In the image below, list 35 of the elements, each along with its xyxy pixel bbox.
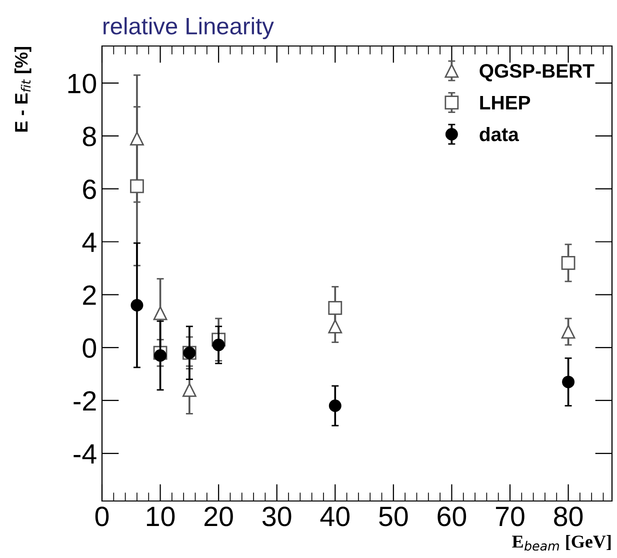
x-axis-title: E$_{beam}$ [GeV] <box>512 535 611 551</box>
x-tick-label: 50 <box>379 506 408 526</box>
point <box>328 300 342 315</box>
point <box>562 376 575 388</box>
point <box>130 298 144 312</box>
x-tick-label: 30 <box>262 506 292 526</box>
y-tick-label: 2 <box>83 285 96 305</box>
y-tick-label: -2 <box>74 391 96 411</box>
point <box>561 256 576 270</box>
legend-label: data <box>480 126 520 142</box>
y-tick-label: -4 <box>74 444 96 464</box>
point <box>154 349 167 362</box>
point <box>153 306 168 320</box>
y-tick-label: 10 <box>68 74 96 94</box>
y-tick-label: 6 <box>83 180 96 200</box>
x-tick-label: 60 <box>438 506 466 526</box>
point <box>182 382 196 397</box>
point <box>130 132 144 146</box>
legend-label: QGSP-BERT <box>480 64 594 82</box>
legend-label: LHEP <box>480 96 530 110</box>
y-tick-label: 0 <box>82 338 96 358</box>
point <box>561 324 576 339</box>
x-tick-label: 40 <box>320 506 350 526</box>
point <box>328 400 342 412</box>
x-tick-label: 20 <box>204 506 233 526</box>
y-tick-label: 8 <box>82 126 96 146</box>
point <box>328 319 342 334</box>
y-tick-label: 4 <box>82 232 96 252</box>
x-tick-label: 80 <box>554 506 583 526</box>
point <box>212 338 225 352</box>
chart-title: relative Linearity <box>104 17 274 40</box>
y-axis-title: E - E$_{fit}$ [%] <box>14 47 32 132</box>
x-tick-label: 70 <box>496 506 524 526</box>
x-tick-label: 10 <box>146 506 175 526</box>
point <box>130 179 144 194</box>
